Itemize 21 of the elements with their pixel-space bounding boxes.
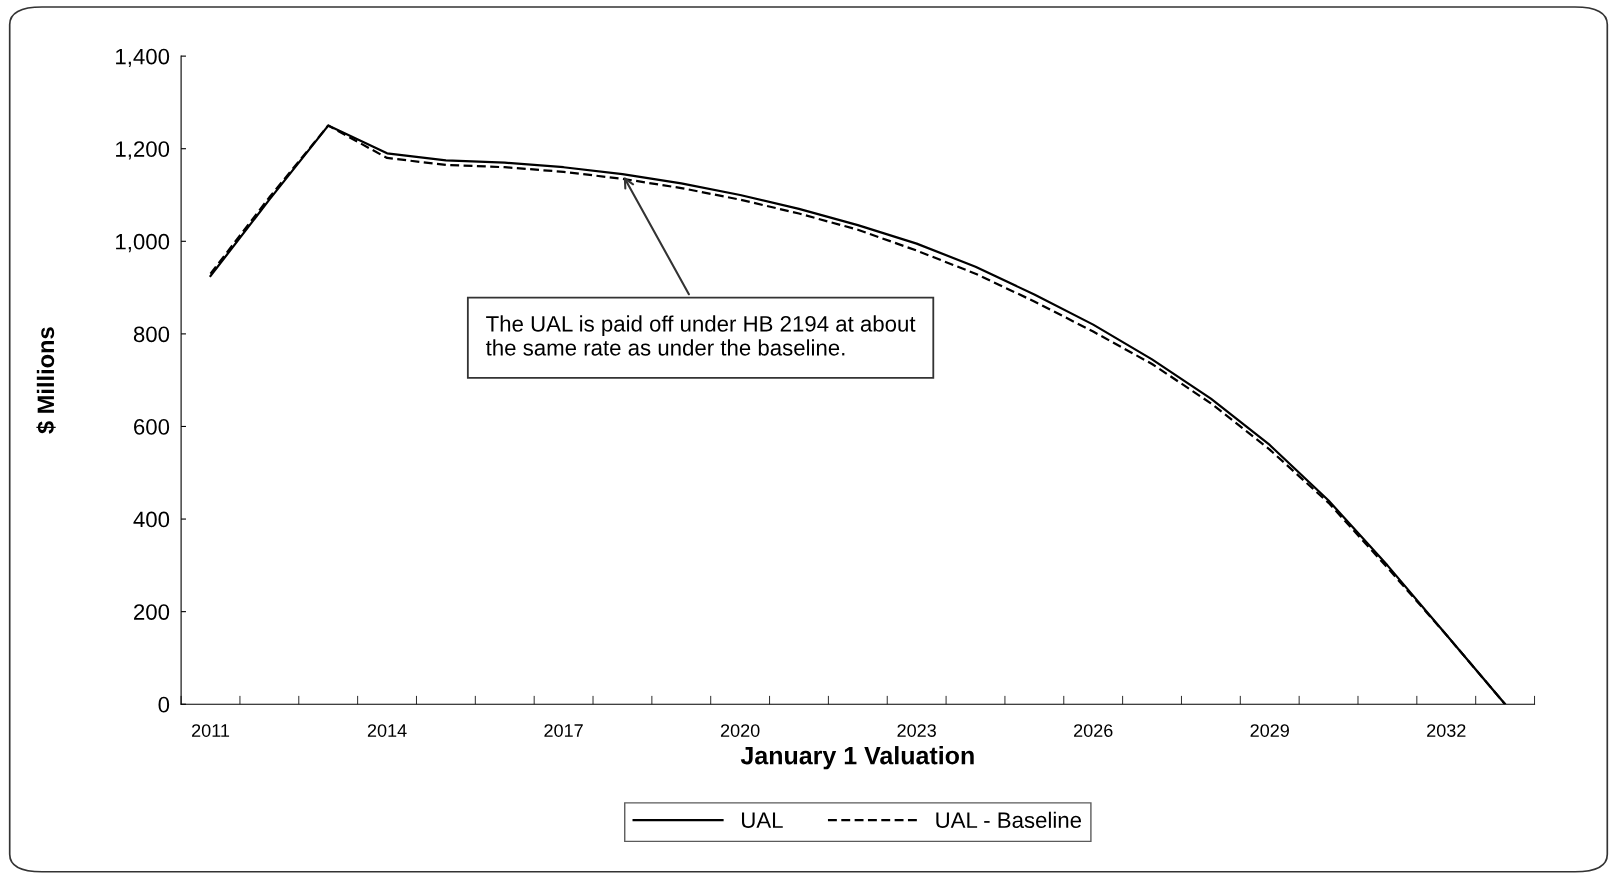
y-tick-label: 1,200 bbox=[116, 141, 170, 160]
y-tick-label: 200 bbox=[134, 604, 170, 620]
x-tick-label: 2032 bbox=[1427, 724, 1466, 737]
x-axis-title: January 1 Valuation bbox=[740, 746, 974, 770]
x-tick-label: 2017 bbox=[544, 724, 583, 737]
x-tick-label: 2011 bbox=[192, 724, 230, 737]
annotation: The UAL is paid off under HB 2194 at about the same rate as under the baseline. bbox=[485, 315, 916, 356]
y-tick-label: 1,400 bbox=[116, 48, 170, 68]
y-tick-label: 1,000 bbox=[116, 233, 170, 253]
y-tick-label: 400 bbox=[133, 511, 170, 528]
x-tick-label: 2029 bbox=[1250, 724, 1289, 737]
y-tick-label: 0 bbox=[158, 696, 170, 713]
legend-label: UAL - Baseline bbox=[936, 811, 1082, 829]
x-tick-label: 2014 bbox=[367, 724, 407, 737]
x-tick-label: 2020 bbox=[720, 724, 760, 737]
y-tick-label: 800 bbox=[133, 326, 170, 343]
x-tick-label: 2023 bbox=[897, 724, 936, 737]
y-axis-title: $ Millions bbox=[36, 327, 56, 434]
legend-label: UAL bbox=[742, 812, 783, 829]
y-tick-label: 600 bbox=[134, 419, 170, 435]
x-tick-label: 2026 bbox=[1074, 724, 1113, 737]
